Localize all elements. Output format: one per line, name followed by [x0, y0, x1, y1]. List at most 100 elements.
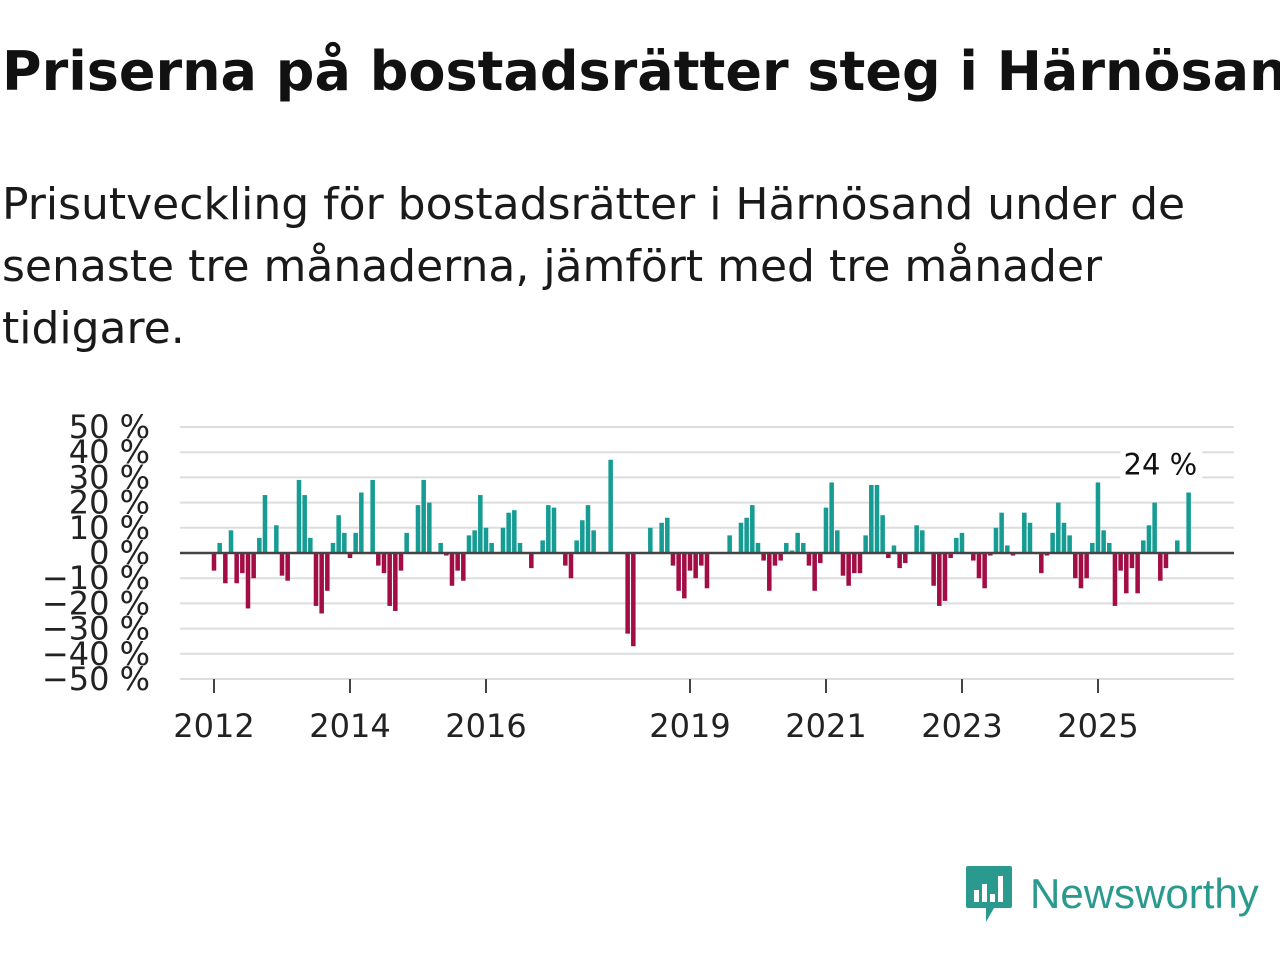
bar — [1005, 545, 1010, 553]
bar — [438, 542, 443, 553]
bar — [699, 553, 704, 566]
bar — [580, 520, 585, 553]
bar — [512, 510, 517, 553]
y-tick-label: 50 % — [69, 408, 150, 446]
bar — [444, 553, 449, 556]
bar — [1061, 522, 1067, 553]
bar — [1039, 553, 1044, 574]
bar — [880, 515, 885, 553]
bar — [869, 484, 874, 553]
bar — [563, 553, 568, 566]
bar — [551, 507, 557, 553]
y-tick-label: −10 % — [42, 559, 150, 597]
bar — [806, 553, 812, 566]
y-tick-label: −20 % — [42, 584, 150, 622]
y-tick-label: 10 % — [69, 509, 150, 547]
bar — [342, 532, 347, 553]
bar — [228, 530, 234, 553]
bar — [370, 479, 375, 553]
bar — [1101, 530, 1106, 553]
bar — [359, 492, 364, 553]
bar — [296, 479, 302, 553]
x-axis-ticks: 2012 2014 2016 2019 2021 2023 2025 — [173, 679, 1139, 745]
bar — [920, 530, 925, 553]
bar — [1175, 540, 1180, 553]
bar — [704, 553, 710, 589]
bars — [211, 459, 1191, 647]
bar — [1152, 502, 1157, 553]
bar — [1022, 512, 1027, 553]
bar — [744, 517, 749, 553]
bar — [659, 522, 664, 553]
bar — [330, 542, 336, 553]
bar — [1095, 482, 1101, 553]
annotation: 24 % — [1120, 446, 1203, 482]
annotation-background — [1120, 446, 1203, 481]
bar — [993, 527, 999, 553]
bar — [376, 553, 381, 566]
bar — [313, 553, 319, 606]
bar — [585, 505, 591, 553]
bar — [999, 512, 1004, 553]
bar — [829, 482, 834, 553]
bar — [240, 553, 245, 574]
bar — [682, 553, 687, 599]
bar — [789, 550, 795, 553]
bar — [353, 532, 358, 553]
bar — [988, 553, 993, 556]
bar — [846, 553, 851, 586]
bar — [466, 535, 472, 553]
bar — [976, 553, 982, 579]
bar — [1027, 522, 1033, 553]
bar — [693, 553, 698, 579]
bar — [489, 542, 494, 553]
bar — [517, 542, 523, 553]
x-tick-label: 2016 — [445, 707, 526, 745]
chart-subtitle: Prisutveckling för bostadsrätter i Härnö… — [2, 179, 1186, 354]
bar — [874, 484, 880, 553]
bar — [835, 530, 840, 553]
bar — [982, 553, 987, 589]
bar — [245, 553, 251, 609]
bar — [897, 553, 902, 569]
newsworthy-icon — [966, 866, 1012, 922]
bar — [540, 540, 545, 553]
x-tick-label: 2012 — [173, 707, 254, 745]
bar — [1067, 535, 1072, 553]
bar — [784, 542, 789, 553]
bar — [1146, 525, 1152, 553]
bar — [755, 542, 761, 553]
bar — [648, 527, 653, 553]
bar — [325, 553, 330, 591]
bar — [251, 553, 256, 579]
bar — [393, 553, 398, 611]
bar — [857, 553, 863, 574]
bar — [529, 553, 534, 569]
bar — [959, 532, 965, 553]
bar — [954, 537, 959, 553]
bar — [223, 553, 228, 584]
bar — [279, 553, 285, 576]
bar — [1129, 553, 1135, 569]
bar — [308, 537, 313, 553]
bar — [1073, 553, 1078, 579]
bar — [506, 512, 511, 553]
bar — [801, 542, 806, 553]
bar — [1078, 553, 1084, 589]
bar — [483, 527, 489, 553]
bar — [631, 553, 636, 647]
bar — [942, 553, 948, 601]
bar — [1158, 553, 1163, 581]
bar — [404, 532, 409, 553]
bar — [852, 553, 857, 574]
bar — [863, 535, 868, 553]
bar — [568, 553, 574, 579]
bar — [886, 553, 891, 559]
bar — [891, 545, 897, 553]
bar — [257, 537, 262, 553]
bar — [914, 525, 919, 553]
bar — [738, 522, 744, 553]
bar-chart: 50 %40 %30 %20 %10 %0 %−10 %−20 %−30 %−4… — [42, 408, 1234, 745]
bar — [1050, 532, 1055, 553]
bar — [211, 553, 217, 571]
